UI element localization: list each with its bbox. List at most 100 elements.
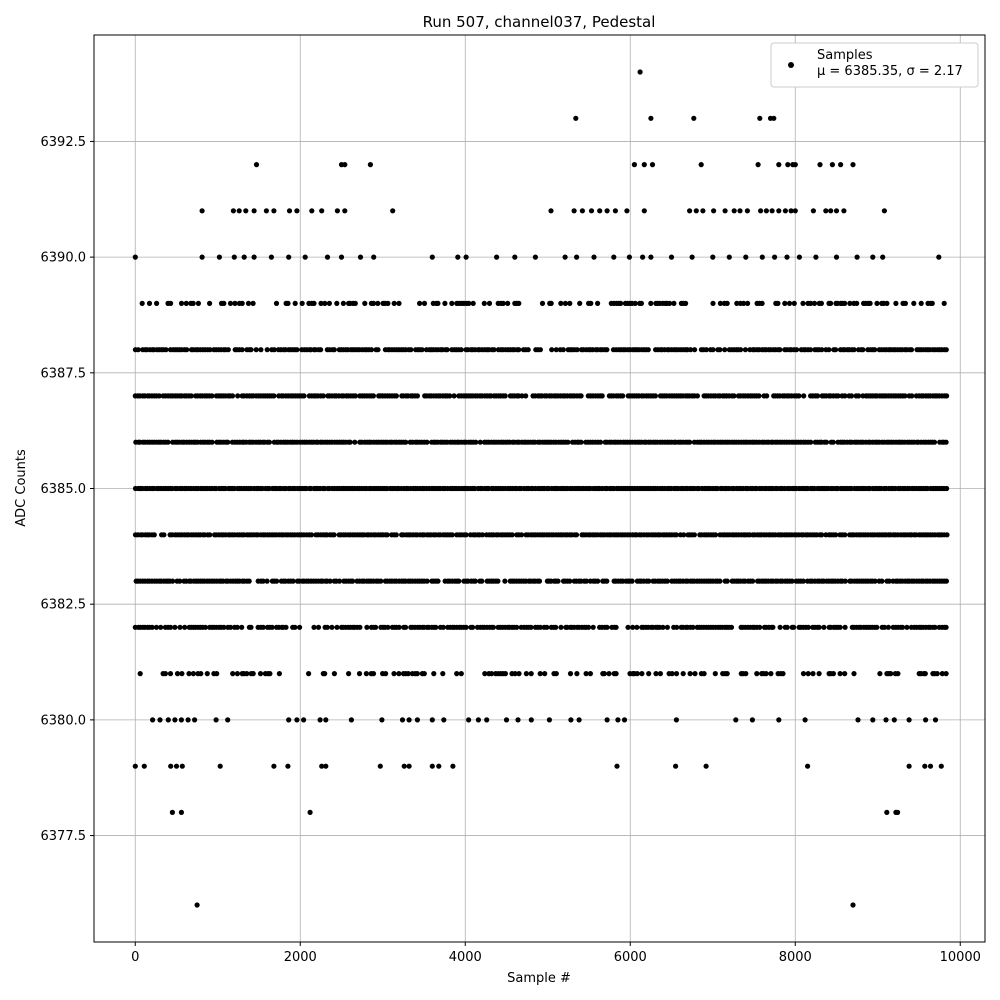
- data-point: [777, 624, 783, 630]
- data-point: [823, 439, 830, 445]
- data-point: [500, 300, 506, 306]
- data-point: [273, 300, 280, 306]
- data-point: [811, 300, 818, 306]
- data-point: [274, 578, 280, 584]
- data-point: [553, 347, 559, 353]
- data-point: [179, 671, 185, 677]
- data-point: [149, 624, 155, 630]
- data-point: [710, 254, 716, 260]
- x-tick-label: 10000: [940, 950, 981, 965]
- data-point: [375, 347, 381, 353]
- data-point: [258, 347, 264, 353]
- data-point: [463, 532, 469, 538]
- data-point: [850, 902, 856, 908]
- data-point: [301, 393, 307, 399]
- data-point: [630, 624, 636, 630]
- data-point: [769, 208, 775, 214]
- data-point: [519, 532, 525, 538]
- data-point: [292, 624, 298, 630]
- data-point: [479, 578, 485, 584]
- data-point: [352, 439, 358, 445]
- data-point: [251, 208, 257, 214]
- data-point: [470, 300, 476, 306]
- data-point: [194, 902, 200, 908]
- data-point: [391, 671, 397, 677]
- data-point: [450, 763, 456, 769]
- data-point: [724, 578, 730, 584]
- data-point: [246, 578, 252, 584]
- data-point: [604, 208, 610, 214]
- data-point: [373, 624, 379, 630]
- data-point: [872, 347, 878, 353]
- data-point: [419, 347, 425, 353]
- data-point: [634, 624, 640, 630]
- data-point: [548, 208, 554, 214]
- data-point: [744, 208, 751, 214]
- data-point: [390, 208, 396, 214]
- data-point: [939, 671, 945, 677]
- data-point: [693, 208, 699, 214]
- data-point: [611, 254, 617, 260]
- data-point: [227, 300, 234, 306]
- y-tick-label: 6387.5: [41, 366, 87, 381]
- data-point: [294, 347, 300, 353]
- data-point: [323, 717, 329, 723]
- y-tick-label: 6382.5: [41, 598, 87, 613]
- data-point: [250, 300, 256, 306]
- data-point: [502, 393, 508, 399]
- data-point: [253, 347, 259, 353]
- data-point: [944, 393, 950, 399]
- data-point: [553, 624, 559, 630]
- data-point: [383, 671, 389, 677]
- data-point: [368, 347, 375, 353]
- data-point: [800, 671, 807, 677]
- data-point: [414, 393, 420, 399]
- data-point: [625, 624, 631, 630]
- data-point: [186, 671, 192, 677]
- data-point: [306, 671, 312, 677]
- data-point: [586, 624, 592, 630]
- data-point: [883, 717, 889, 723]
- data-point: [481, 300, 487, 306]
- data-point: [923, 717, 929, 723]
- data-point: [454, 671, 460, 677]
- x-tick-label: 0: [131, 950, 139, 965]
- data-point: [227, 624, 234, 630]
- data-point: [537, 624, 544, 630]
- data-point: [370, 393, 376, 399]
- data-point: [776, 717, 782, 723]
- data-point: [847, 300, 853, 306]
- data-point: [442, 300, 448, 306]
- data-point: [632, 300, 638, 306]
- data-point: [722, 347, 728, 353]
- data-point: [565, 439, 571, 445]
- data-point: [162, 671, 168, 677]
- data-point: [909, 393, 915, 399]
- data-point: [239, 300, 245, 306]
- data-point: [342, 162, 348, 168]
- data-point: [712, 671, 718, 677]
- data-point: [943, 439, 949, 445]
- data-point: [782, 300, 788, 306]
- data-point: [377, 763, 383, 769]
- data-point: [301, 717, 307, 723]
- data-point: [248, 347, 254, 353]
- data-point: [817, 162, 823, 168]
- data-point: [649, 162, 656, 168]
- data-point: [401, 763, 407, 769]
- data-point: [172, 717, 178, 723]
- data-point: [757, 115, 763, 121]
- y-tick-label: 6377.5: [41, 829, 87, 844]
- data-point: [688, 347, 694, 353]
- data-point: [833, 208, 840, 214]
- data-point: [482, 671, 488, 677]
- data-point: [141, 763, 147, 769]
- data-point: [568, 717, 574, 723]
- data-point: [646, 578, 652, 584]
- data-point: [850, 162, 856, 168]
- data-point: [692, 671, 698, 677]
- data-point: [759, 300, 765, 306]
- data-point: [703, 347, 710, 353]
- data-point: [221, 300, 227, 306]
